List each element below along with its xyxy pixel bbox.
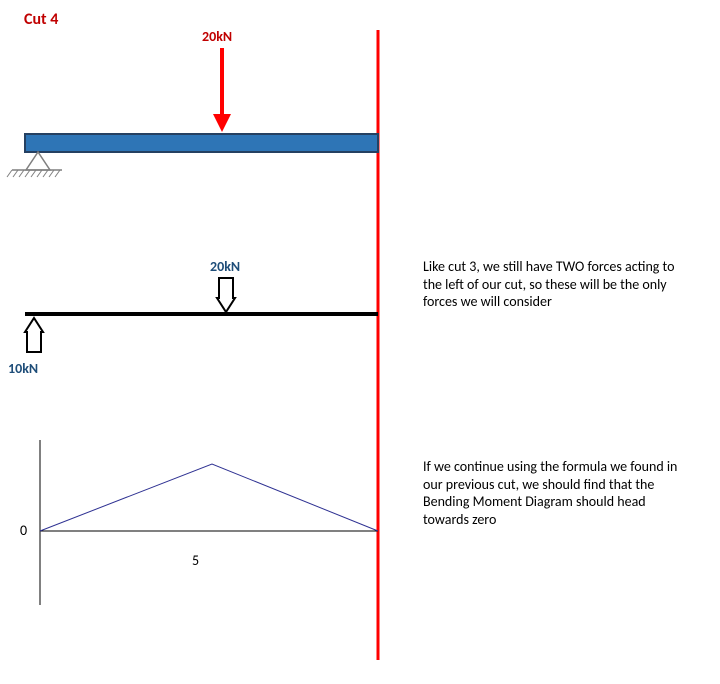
bmd-chart (0, 0, 720, 684)
bmd-zero-label: 0 (20, 522, 27, 539)
bmd-xtick-label: 5 (192, 552, 199, 569)
bmd-description: If we continue using the formula we foun… (423, 458, 688, 528)
